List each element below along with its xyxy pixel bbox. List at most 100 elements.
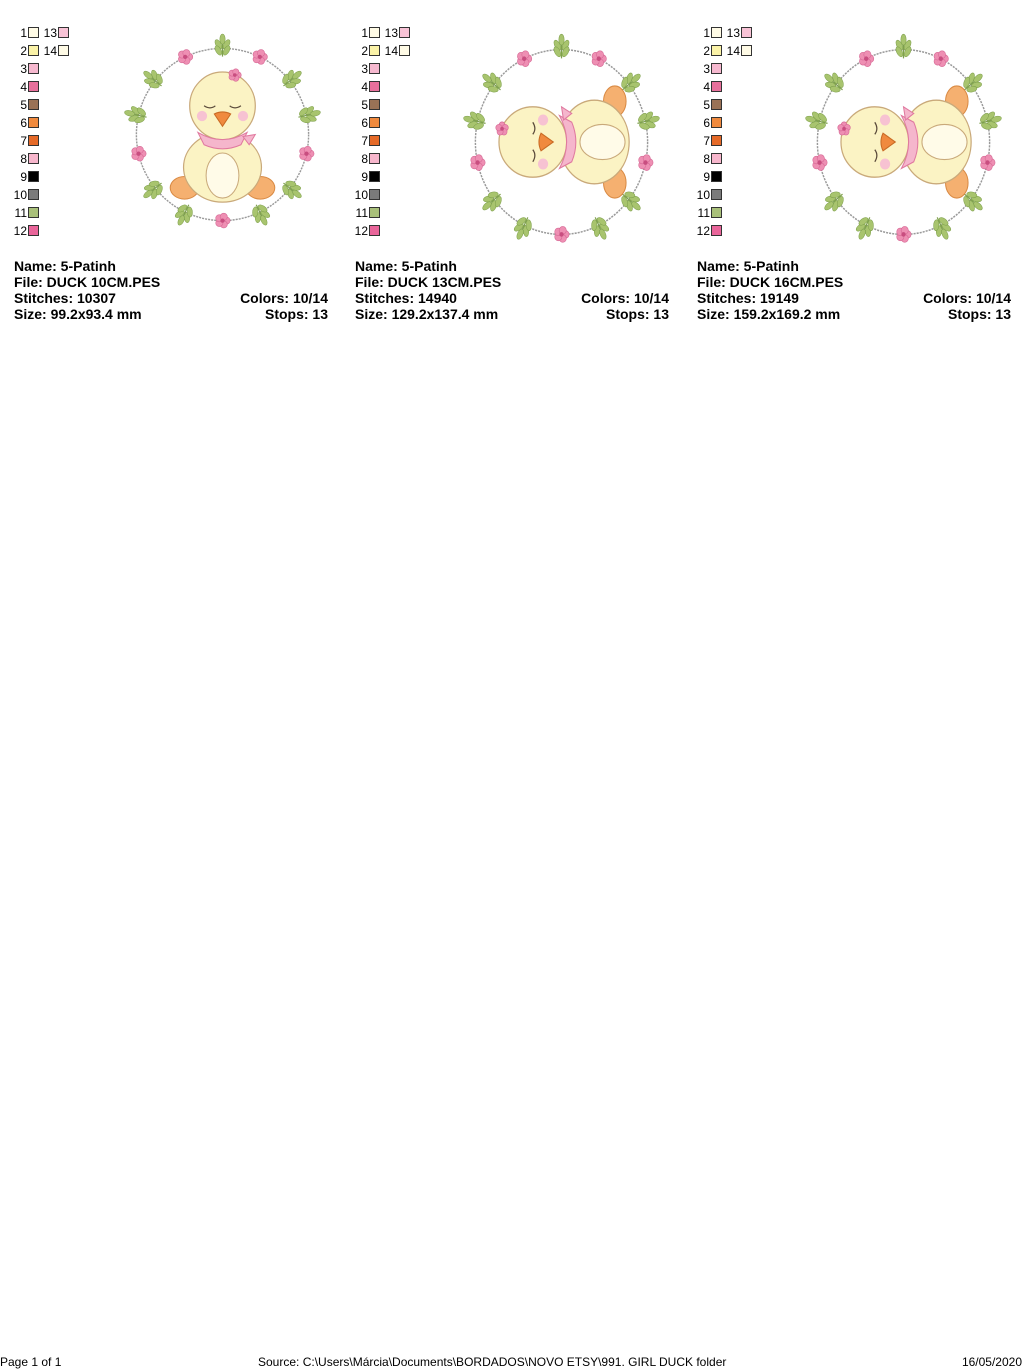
flower-icon	[131, 145, 147, 162]
color-swatch	[711, 225, 722, 236]
leaf-icon	[174, 204, 193, 226]
design-size: Size: 159.2x169.2 mm	[697, 306, 841, 322]
design-size: Size: 99.2x93.4 mm	[14, 306, 142, 322]
legend-number: 13	[384, 26, 398, 40]
legend-number: 13	[43, 26, 57, 40]
color-swatch	[711, 189, 722, 200]
design-file: File: DUCK 16CM.PES	[697, 274, 844, 290]
color-swatch	[28, 189, 39, 200]
design-name: Name: 5-Patinh	[14, 258, 116, 274]
legend-number: 2	[20, 44, 27, 58]
legend-number: 4	[361, 80, 368, 94]
legend-number: 10	[13, 188, 27, 202]
flower-icon	[591, 50, 607, 67]
color-swatch	[369, 45, 380, 56]
legend-number: 14	[726, 44, 740, 58]
legend-number: 8	[703, 152, 710, 166]
flower-icon	[859, 50, 875, 67]
color-swatch	[711, 81, 722, 92]
design-info: Name: 5-Patinh File: DUCK 16CM.PES Stitc…	[697, 258, 1011, 322]
leaf-icon	[621, 72, 641, 93]
leaf-icon	[482, 72, 502, 93]
color-swatch	[369, 135, 380, 146]
legend-number: 3	[20, 62, 27, 76]
flower-icon	[495, 121, 509, 136]
legend-number: 11	[697, 206, 710, 220]
duck-icon	[169, 68, 276, 203]
duck-icon	[837, 85, 972, 199]
leaf-icon	[214, 33, 231, 57]
duck-icon	[495, 85, 630, 199]
color-swatch	[28, 63, 39, 74]
legend-number: 5	[361, 98, 368, 112]
footer-source: Source: C:\Users\Márcia\Documents\BORDAD…	[258, 1355, 727, 1369]
color-swatch	[369, 63, 380, 74]
leaf-icon	[298, 106, 321, 124]
leaf-icon	[553, 33, 570, 59]
color-swatch	[28, 153, 39, 164]
design-stitches: Stitches: 19149	[697, 290, 799, 306]
footer-page: Page 1 of 1	[0, 1355, 62, 1369]
leaf-icon	[637, 111, 660, 130]
color-swatch	[369, 117, 380, 128]
color-swatch	[711, 99, 722, 110]
leaf-icon	[591, 217, 610, 240]
design-stitches: Stitches: 10307	[14, 290, 116, 306]
design-name: Name: 5-Patinh	[355, 258, 457, 274]
color-swatch	[28, 207, 39, 218]
leaf-icon	[895, 33, 912, 59]
leaf-icon	[963, 191, 983, 212]
color-swatch	[711, 207, 722, 218]
flower-icon	[299, 145, 315, 162]
legend-number: 4	[20, 80, 27, 94]
leaf-icon	[143, 69, 163, 89]
design-panel-2: 1 13 2 14 3 4 5 6 7 8 9 10 11 12 Name: 5-Patinh File:…	[341, 0, 681, 330]
flower-icon	[470, 154, 486, 171]
legend-number: 10	[696, 188, 710, 202]
legend-number: 2	[703, 44, 710, 58]
design-name: Name: 5-Patinh	[697, 258, 799, 274]
leaf-icon	[824, 72, 844, 93]
legend-number: 2	[361, 44, 368, 58]
color-swatch	[711, 171, 722, 182]
color-swatch	[369, 225, 380, 236]
legend-number: 4	[703, 80, 710, 94]
leaf-icon	[482, 191, 502, 212]
color-swatch	[711, 45, 722, 56]
legend-number: 10	[354, 188, 368, 202]
legend-number: 9	[703, 170, 710, 184]
color-swatch	[741, 45, 752, 56]
design-stitches: Stitches: 14940	[355, 290, 457, 306]
design-info: Name: 5-Patinh File: DUCK 10CM.PES Stitc…	[14, 258, 328, 322]
color-swatch	[28, 171, 39, 182]
design-file: File: DUCK 13CM.PES	[355, 274, 502, 290]
design-colors: Colors: 10/14	[240, 290, 328, 306]
flower-icon	[933, 50, 949, 67]
legend-number: 6	[20, 116, 27, 130]
color-swatch	[28, 135, 39, 146]
design-stops: Stops: 13	[605, 306, 669, 322]
flower-icon	[812, 154, 828, 171]
design-panel-1: 1 13 2 14 3 4 5 6 7 8 9 10 11 12 Name: 5-Patinh File:…	[0, 0, 340, 330]
leaf-icon	[124, 106, 147, 124]
color-swatch	[711, 27, 722, 38]
leaf-icon	[282, 69, 302, 89]
legend-number: 12	[354, 224, 368, 238]
footer-date: 16/05/2020	[961, 1355, 1022, 1369]
color-swatch	[58, 45, 69, 56]
legend-number: 6	[703, 116, 710, 130]
design-stops: Stops: 13	[947, 306, 1011, 322]
legend-number: 5	[20, 98, 27, 112]
legend-number: 1	[20, 26, 27, 40]
duck-embroidery-image	[805, 33, 1002, 243]
legend-number: 7	[20, 134, 27, 148]
legend-number: 5	[703, 98, 710, 112]
color-swatch	[28, 27, 39, 38]
color-swatch	[369, 153, 380, 164]
design-panel-3: 1 13 2 14 3 4 5 6 7 8 9 10 11 12 Name: 5-Patinh File:…	[683, 0, 1023, 330]
flower-icon	[554, 226, 570, 243]
leaf-icon	[933, 217, 952, 240]
color-swatch	[28, 45, 39, 56]
color-swatch	[28, 99, 39, 110]
color-swatch	[369, 171, 380, 182]
